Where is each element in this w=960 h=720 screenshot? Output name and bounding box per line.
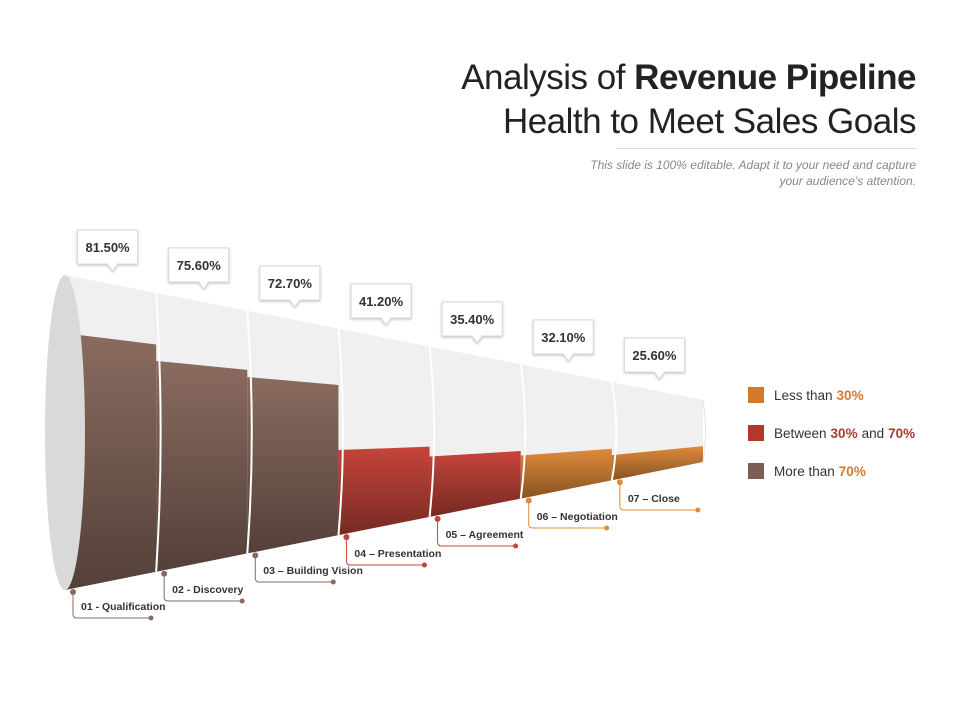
stage-label: 02 - Discovery [172,584,243,596]
label-leader [254,555,334,583]
leader-dot [616,479,623,486]
callout-box [77,229,139,272]
legend-swatch [748,425,764,441]
funnel-end [702,399,706,463]
funnel-shade [65,333,157,590]
callout-box [441,301,503,344]
value-label: 75.60% [177,258,222,273]
callout-box [259,265,321,308]
leader-dot [604,525,610,531]
leader-dot [70,589,76,595]
label-leader [345,537,425,566]
title: Analysis of Revenue Pipeline Health to Me… [461,56,916,144]
funnel-mouth [45,275,85,590]
stage-label: 04 – Presentation [354,548,441,560]
label-leader [163,573,243,602]
value-label: 41.20% [359,294,404,309]
label-leader [528,500,607,529]
segment-divider [610,381,618,481]
stage-label: 05 – Agreement [446,529,524,541]
legend-text: Less than [774,387,833,403]
leader-dot [343,534,350,541]
legend: Less than 30% Between 30% and 70% More than 70% [748,376,919,490]
title-bold: Revenue Pipeline [634,58,916,97]
legend-text: Between [774,425,827,441]
stage-label: 03 – Building Vision [263,565,363,577]
value-callout: 35.40% [441,301,503,344]
leader-dot [239,598,245,604]
funnel-shade [520,448,612,499]
value-label: 35.40% [450,312,495,327]
leader-dot [513,543,519,549]
value-label: 25.60% [632,348,677,363]
value-label: 81.50% [86,240,131,255]
callout-box [532,319,594,362]
segment-divider [519,364,527,499]
leader-dot [434,515,441,522]
segment-divider [246,310,253,554]
funnel-shade [247,376,339,554]
value-label: 72.70% [268,276,313,291]
legend-item: Less than 30% [748,376,919,414]
callout-box [168,247,230,290]
legend-item: More than 70% [748,452,919,490]
leader-dot [330,579,336,585]
funnel-shade [338,446,430,536]
value-callout: 32.10% [532,319,594,362]
value-label: 32.10% [541,330,586,345]
legend-text: More than [774,463,835,479]
legend-emphasis: 30% [836,387,864,403]
stage-label: 01 - Qualification [81,601,166,613]
divider [616,148,916,149]
stage-label: 07 – Close [628,493,680,505]
label-leader [619,482,698,511]
legend-emphasis: 70% [888,425,916,441]
callout-box [623,337,685,380]
callout-box [350,283,412,326]
value-callout: 81.50% [77,229,139,272]
segment-divider [337,328,344,536]
legend-text: and [861,425,885,441]
legend-item: Between 30% and 70% [748,414,919,452]
label-leader [437,518,516,547]
segment-divider [155,292,162,572]
leader-dot [421,562,427,568]
legend-emphasis: 70% [838,463,866,479]
subtitle: This slide is 100% editable. Adapt it to… [590,158,916,188]
title-lead: Analysis of [461,58,625,97]
leader-dot [252,552,259,559]
value-callout: 72.70% [259,265,321,308]
leader-dot [695,507,701,513]
funnel-shade [611,446,703,481]
legend-swatch [748,387,764,403]
value-callout: 41.20% [350,283,412,326]
funnel-shade [429,451,521,517]
value-callout: 75.60% [168,247,230,290]
legend-swatch [748,463,764,479]
label-leader [72,592,151,619]
stage-label: 06 – Negotiation [537,511,618,523]
title-line2: Health to Meet Sales Goals [502,102,917,141]
leader-dot [525,497,532,504]
segment-divider [428,346,436,517]
leader-dot [161,570,168,577]
legend-emphasis: 30% [830,425,858,441]
value-callout: 25.60% [623,337,685,380]
leader-dot [148,615,154,621]
funnel-shade [156,360,248,572]
